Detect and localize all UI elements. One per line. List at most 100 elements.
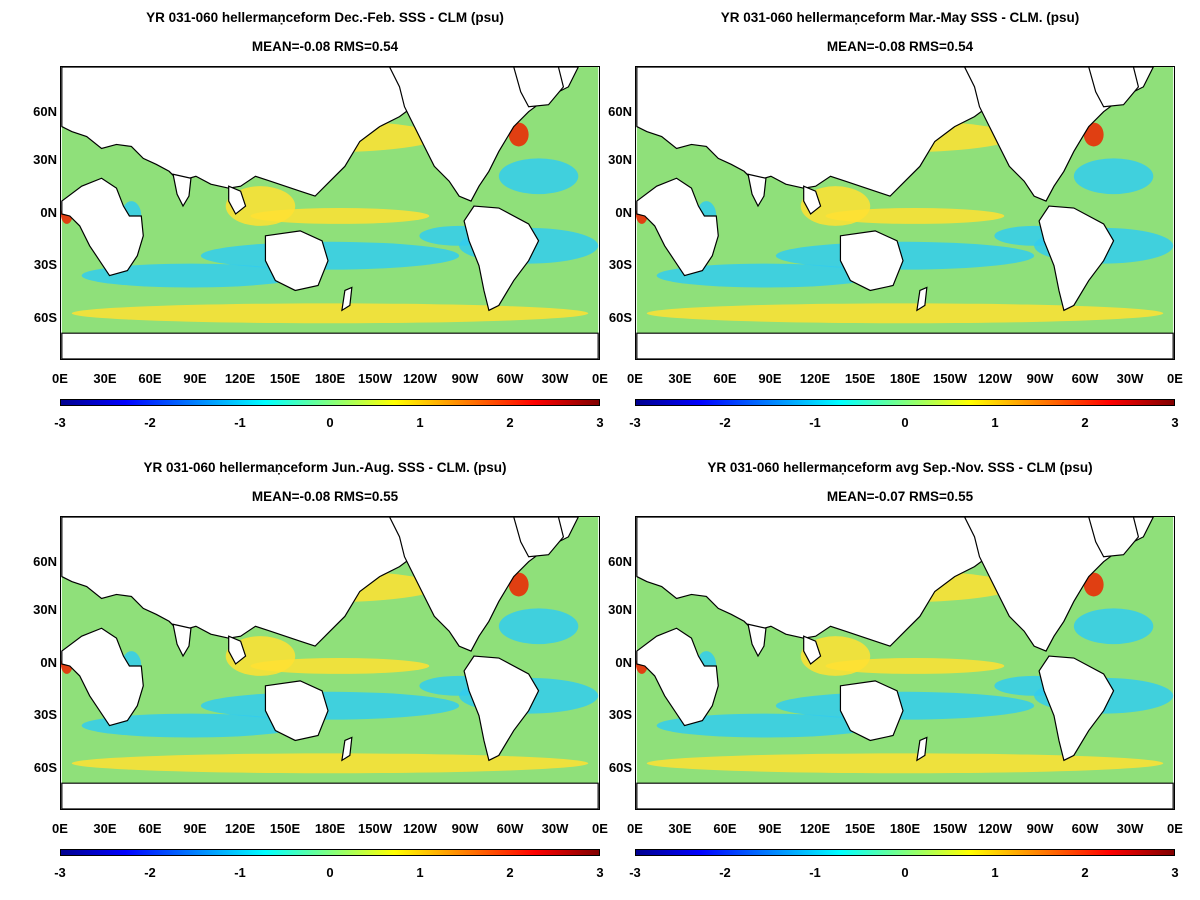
lon-label: 90W <box>1026 821 1054 836</box>
colorbar-tick-label: 0 <box>326 865 334 880</box>
lon-label: 30E <box>668 371 692 386</box>
lon-label: 60E <box>713 371 737 386</box>
colorbar-tick-label: 3 <box>596 415 604 430</box>
sss-map <box>635 516 1175 810</box>
lon-label: 0E <box>52 371 68 386</box>
lon-label: 90W <box>1026 371 1054 386</box>
panel-stats: MEAN=-0.08 RMS=0.54 <box>826 39 974 54</box>
lat-label: 60S <box>33 310 57 325</box>
lon-label: 0E <box>592 371 608 386</box>
colorbar-tick-label: 3 <box>596 865 604 880</box>
colorbar-tick-label: -1 <box>234 415 246 430</box>
lon-label: 30E <box>668 821 692 836</box>
lon-label: 30W <box>1116 821 1144 836</box>
lon-label: 90E <box>758 821 782 836</box>
lat-label: 30N <box>608 602 632 617</box>
colorbar <box>60 399 600 406</box>
lon-label: 60W <box>496 821 524 836</box>
colorbar <box>60 849 600 856</box>
map-panel: YR 031-060 hellermaṇceform Dec.-Feb. SS… <box>0 0 608 450</box>
lon-label: 180E <box>314 371 346 386</box>
lon-label: 120E <box>224 371 256 386</box>
lon-label: 30W <box>541 371 569 386</box>
lon-label: 60E <box>138 371 162 386</box>
colorbar-tick-label: 2 <box>1081 865 1089 880</box>
lon-label: 180E <box>889 371 921 386</box>
colorbar-tick-label: -2 <box>719 865 731 880</box>
colorbar-tick-label: -3 <box>629 865 641 880</box>
lon-label: 150W <box>358 821 392 836</box>
colorbar-tick-label: -1 <box>809 865 821 880</box>
lon-label: 30W <box>1116 371 1144 386</box>
colorbar-tick-label: -1 <box>234 865 246 880</box>
colorbar-tick-label: 3 <box>1171 415 1179 430</box>
lat-label: 0N <box>40 205 57 220</box>
lat-label: 0N <box>615 655 632 670</box>
colorbar-tick-label: 2 <box>506 865 514 880</box>
colorbar <box>635 849 1175 856</box>
map-panel: YR 031-060 hellermaṇceform Jun.-Aug. SS… <box>0 450 608 900</box>
lon-label: 0E <box>627 371 643 386</box>
colorbar-tick-label: 3 <box>1171 865 1179 880</box>
lat-label: 60N <box>33 104 57 119</box>
colorbar-tick-label: 1 <box>991 865 999 880</box>
lon-label: 30W <box>541 821 569 836</box>
lon-label: 120W <box>403 821 437 836</box>
lat-label: 30N <box>608 152 632 167</box>
colorbar-tick-label: 1 <box>416 865 424 880</box>
lon-label: 90W <box>451 821 479 836</box>
panel-title: YR 031-060 hellermaṇceform Dec.-Feb. SS… <box>146 10 504 25</box>
colorbar-tick-label: -2 <box>144 865 156 880</box>
colorbar-tick-label: 2 <box>506 415 514 430</box>
lon-label: 90E <box>183 821 207 836</box>
panel-stats: MEAN=-0.07 RMS=0.55 <box>826 489 974 504</box>
colorbar <box>635 399 1175 406</box>
lon-label: 90E <box>183 371 207 386</box>
colorbar-tick-label: -3 <box>629 415 641 430</box>
lat-label: 30S <box>608 707 632 722</box>
lon-label: 60W <box>496 371 524 386</box>
lat-label: 30N <box>33 152 57 167</box>
lat-label: 60S <box>608 760 632 775</box>
panel-title: YR 031-060 hellermaṇceform avg Sep.-Nov… <box>707 460 1093 475</box>
lon-label: 0E <box>1167 821 1183 836</box>
panel-title: YR 031-060 hellermaṇceform Jun.-Aug. SS… <box>143 460 507 475</box>
colorbar-tick-label: -2 <box>719 415 731 430</box>
lon-label: 30E <box>93 371 117 386</box>
lon-label: 60E <box>138 821 162 836</box>
lat-label: 30N <box>33 602 57 617</box>
sss-map <box>60 66 600 360</box>
lat-label: 60N <box>33 554 57 569</box>
colorbar-tick-label: 1 <box>416 415 424 430</box>
lon-label: 60W <box>1071 821 1099 836</box>
lon-label: 150W <box>933 371 967 386</box>
lat-label: 30S <box>33 707 57 722</box>
map-panel: YR 031-060 hellermaṇceform Mar.-May SSS… <box>575 0 1183 450</box>
colorbar-tick-label: 2 <box>1081 415 1089 430</box>
lon-label: 120W <box>978 821 1012 836</box>
lon-label: 150E <box>269 371 301 386</box>
lon-label: 120W <box>978 371 1012 386</box>
lon-label: 0E <box>592 821 608 836</box>
map-panel: YR 031-060 hellermaṇceform avg Sep.-Nov… <box>575 450 1183 900</box>
lon-label: 0E <box>52 821 68 836</box>
lat-label: 30S <box>608 257 632 272</box>
lon-label: 120E <box>799 821 831 836</box>
lat-label: 60S <box>608 310 632 325</box>
colorbar-tick-label: 0 <box>901 415 909 430</box>
lon-label: 120E <box>799 371 831 386</box>
lon-label: 150W <box>358 371 392 386</box>
lat-label: 60S <box>33 760 57 775</box>
colorbar-tick-label: 1 <box>991 415 999 430</box>
sss-map <box>635 66 1175 360</box>
panel-title: YR 031-060 hellermaṇceform Mar.-May SSS… <box>720 10 1080 25</box>
panel-stats: MEAN=-0.08 RMS=0.55 <box>251 489 399 504</box>
lat-label: 0N <box>615 205 632 220</box>
lon-label: 150E <box>844 821 876 836</box>
colorbar-tick-label: 0 <box>901 865 909 880</box>
colorbar-tick-label: 0 <box>326 415 334 430</box>
lon-label: 0E <box>1167 371 1183 386</box>
lon-label: 150W <box>933 821 967 836</box>
lon-label: 180E <box>314 821 346 836</box>
colorbar-tick-label: -3 <box>54 415 66 430</box>
